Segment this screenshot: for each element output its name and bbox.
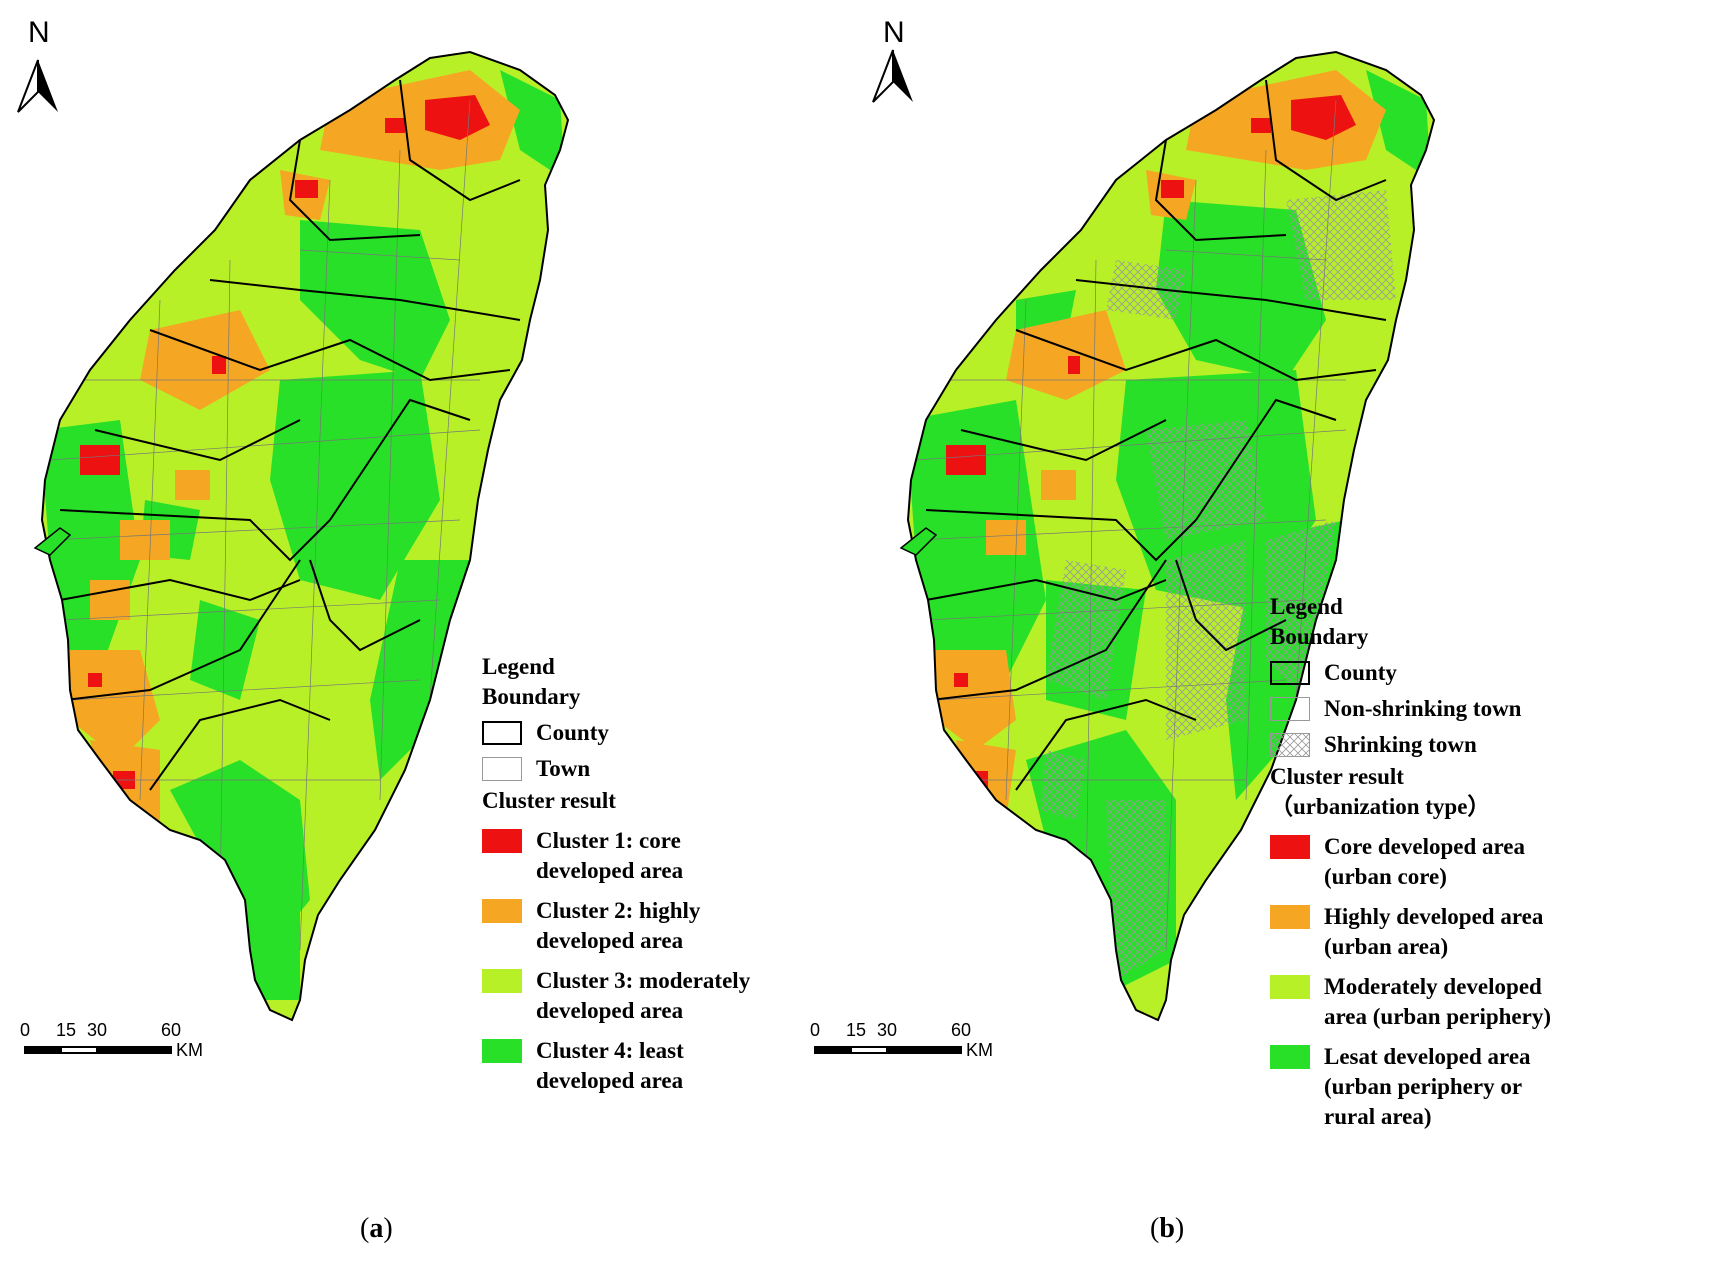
- scale-tick-30: 30: [87, 1020, 108, 1040]
- caption-b: (b): [1150, 1213, 1185, 1244]
- scale-tick-60: 60: [161, 1020, 182, 1040]
- scale-tick-0: 0: [810, 1020, 821, 1040]
- legend-shrinking: Shrinking town: [1270, 730, 1690, 760]
- legend-title: Legend: [1270, 594, 1343, 619]
- legend-cluster-heading: Cluster result （urbanization type）: [1270, 764, 1491, 819]
- high-swatch: [482, 899, 522, 923]
- legend-county: County: [482, 718, 822, 748]
- panel-a: N 0 15 30 60 KM Legend Boundary County T…: [0, 0, 865, 1262]
- north-label: N: [28, 16, 50, 49]
- legend-a: Legend Boundary County Town Cluster resu…: [482, 652, 822, 1096]
- penghu-islet-a: [33, 527, 72, 556]
- caption-a: (a): [360, 1213, 393, 1244]
- high-swatch: [1270, 905, 1310, 929]
- legend-b-items: Core developed area (urban core) Highly d…: [1270, 832, 1690, 1132]
- penghu-islet-b: [899, 527, 938, 556]
- scale-tick-15: 15: [56, 1020, 77, 1040]
- scale-tick-0: 0: [20, 1020, 31, 1040]
- scale-unit: KM: [966, 1040, 993, 1060]
- legend-cluster-item: Lesat developed area (urban periphery or…: [1270, 1042, 1690, 1132]
- core-swatch: [1270, 835, 1310, 859]
- legend-cluster-label: Lesat developed area (urban periphery or…: [1324, 1044, 1531, 1129]
- scale-tick-15: 15: [846, 1020, 867, 1040]
- legend-boundary-heading: Boundary: [1270, 624, 1369, 649]
- legend-cluster-item: Cluster 1: core developed area: [482, 826, 822, 886]
- moderate-swatch: [482, 969, 522, 993]
- legend-cluster-heading: Cluster result: [482, 788, 616, 813]
- legend-cluster-label: Highly developed area (urban area): [1324, 904, 1544, 959]
- legend-cluster-label: Core developed area (urban core): [1324, 834, 1526, 889]
- north-arrow-icon: [872, 49, 913, 103]
- map-a: [17, 51, 569, 1021]
- scale-tick-30: 30: [877, 1020, 898, 1040]
- legend-cluster-item: Core developed area (urban core): [1270, 832, 1690, 892]
- map-b: [872, 49, 1435, 1021]
- town-swatch: [482, 757, 522, 781]
- core-swatch: [482, 829, 522, 853]
- county-swatch: [482, 721, 522, 745]
- legend-county: County: [1270, 658, 1690, 688]
- legend-cluster-label: Cluster 3: moderately developed area: [536, 968, 751, 1023]
- legend-cluster-label: Cluster 2: highly developed area: [536, 898, 701, 953]
- moderate-swatch: [1270, 975, 1310, 999]
- legend-cluster-item: Cluster 4: least developed area: [482, 1036, 822, 1096]
- legend-cluster-label: Moderately developed area (urban periphe…: [1324, 974, 1552, 1029]
- north-label: N: [883, 16, 905, 49]
- scale-bar-b: 0 15 30 60 KM: [810, 1020, 1050, 1060]
- non-shrinking-swatch: [1270, 697, 1310, 721]
- north-arrow-icon: [17, 59, 58, 113]
- legend-b: Legend Boundary County Non-shrinking tow…: [1270, 592, 1690, 1132]
- legend-title: Legend: [482, 654, 555, 679]
- legend-non-shrinking: Non-shrinking town: [1270, 694, 1690, 724]
- legend-cluster-item: Highly developed area (urban area): [1270, 902, 1690, 962]
- scale-bar-a: 0 15 30 60 KM: [20, 1020, 260, 1060]
- legend-town: Town: [482, 754, 822, 784]
- legend-cluster-item: Moderately developed area (urban periphe…: [1270, 972, 1690, 1032]
- county-swatch: [1270, 661, 1310, 685]
- scale-unit: KM: [176, 1040, 203, 1060]
- least-swatch: [482, 1039, 522, 1063]
- legend-cluster-item: Cluster 3: moderately developed area: [482, 966, 822, 1026]
- legend-boundary-heading: Boundary: [482, 684, 581, 709]
- scale-tick-60: 60: [951, 1020, 972, 1040]
- legend-a-items: Cluster 1: core developed area Cluster 2:…: [482, 826, 822, 1096]
- panel-b: N 0 15 30 60 KM Legend Boundary County N…: [810, 0, 1731, 1262]
- legend-cluster-label: Cluster 4: least developed area: [536, 1038, 684, 1093]
- legend-cluster-label: Cluster 1: core developed area: [536, 828, 684, 883]
- shrinking-swatch: [1270, 733, 1310, 757]
- least-swatch: [1270, 1045, 1310, 1069]
- legend-cluster-item: Cluster 2: highly developed area: [482, 896, 822, 956]
